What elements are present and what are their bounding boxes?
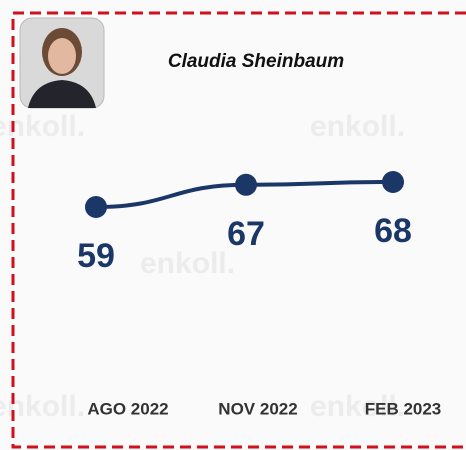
x-tick-label: NOV 2022 <box>218 399 297 418</box>
x-tick-label: FEB 2023 <box>365 399 442 418</box>
point <box>235 174 257 196</box>
page: enkoll. enkoll. enkoll. enkoll. enkoll. … <box>0 0 466 450</box>
photo <box>20 18 104 108</box>
point <box>382 171 404 193</box>
x-tick-label: AGO 2022 <box>87 399 168 418</box>
data-label: 67 <box>227 215 265 253</box>
data-label: 59 <box>77 237 115 275</box>
watermark: enkoll. <box>140 247 235 280</box>
data-label: 68 <box>374 212 412 250</box>
point <box>85 196 107 218</box>
chart: enkoll. enkoll. enkoll. enkoll. enkoll. … <box>0 0 466 450</box>
chart-title: Claudia Sheinbaum <box>168 51 344 72</box>
watermark: enkoll. <box>310 110 405 143</box>
